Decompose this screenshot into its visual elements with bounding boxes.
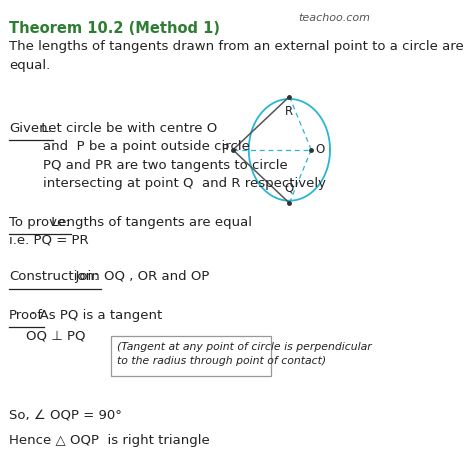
Text: R: R [285, 105, 293, 118]
Text: Hence △ OQP  is right triangle: Hence △ OQP is right triangle [9, 434, 210, 447]
Text: OQ ⊥ PQ: OQ ⊥ PQ [9, 330, 85, 343]
Text: and  P be a point outside circle: and P be a point outside circle [9, 140, 250, 154]
Text: Theorem 10.2 (Method 1): Theorem 10.2 (Method 1) [9, 21, 220, 36]
Text: (Tangent at any point of circle is perpendicular
to the radius through point of : (Tangent at any point of circle is perpe… [117, 342, 372, 366]
Text: Proof: Proof [9, 309, 43, 322]
Text: The lengths of tangents drawn from an external point to a circle are
equal.: The lengths of tangents drawn from an ex… [9, 40, 464, 72]
Text: Lengths of tangents are equal: Lengths of tangents are equal [46, 216, 252, 229]
Text: Join OQ , OR and OP: Join OQ , OR and OP [67, 270, 210, 283]
Text: O: O [316, 143, 325, 156]
Text: teachoo.com: teachoo.com [298, 13, 370, 23]
Text: Construction:: Construction: [9, 270, 98, 283]
Text: To prove:: To prove: [9, 216, 70, 229]
Text: Given:: Given: [9, 121, 52, 135]
Text: So, ∠ OQP = 90°: So, ∠ OQP = 90° [9, 409, 122, 422]
Text: Let circle be with centre O: Let circle be with centre O [37, 121, 218, 135]
Text: P: P [221, 143, 228, 156]
Text: i.e. PQ = PR: i.e. PQ = PR [9, 233, 89, 246]
Text: Q: Q [285, 182, 294, 195]
Text: : As PQ is a tangent: : As PQ is a tangent [31, 309, 162, 322]
FancyBboxPatch shape [110, 336, 271, 376]
Text: PQ and PR are two tangents to circle: PQ and PR are two tangents to circle [9, 159, 288, 172]
Text: intersecting at point Q  and R respectively: intersecting at point Q and R respective… [9, 177, 326, 190]
